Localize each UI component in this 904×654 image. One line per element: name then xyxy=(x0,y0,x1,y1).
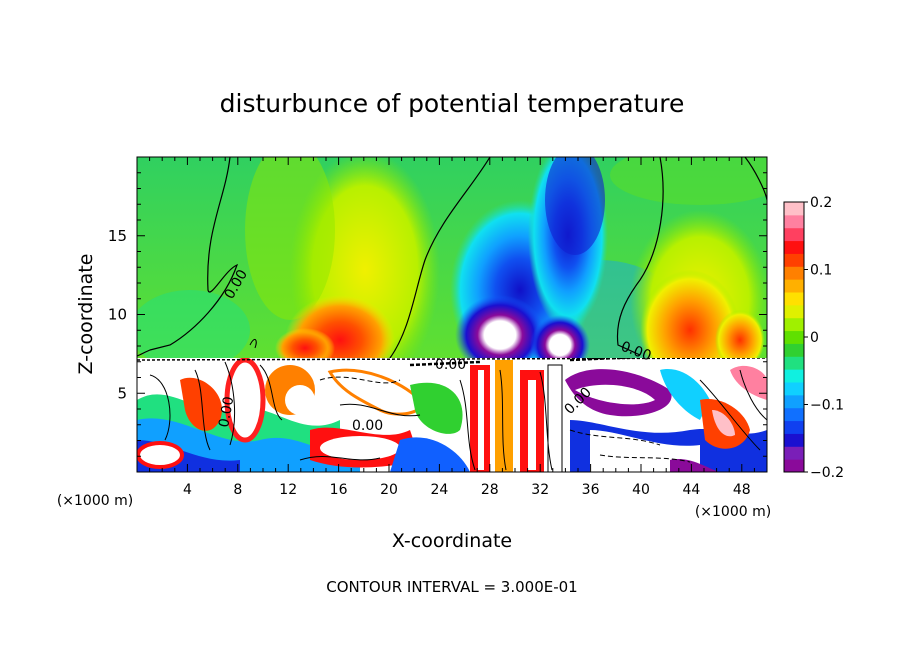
x-tick-label: 12 xyxy=(279,482,297,498)
contour-label: 0.00 xyxy=(352,418,383,434)
y-axis: 5 10 15 xyxy=(108,172,767,457)
x-tick-label: 16 xyxy=(330,482,348,498)
colorbar-swatch xyxy=(784,369,804,383)
x-tick-label: 36 xyxy=(582,482,600,498)
colorbar: 0.2 0.1 0 −0.1 −0.2 xyxy=(783,195,844,481)
colorbar-swatch xyxy=(784,382,804,396)
colorbar-swatch xyxy=(784,266,804,280)
contour-label: 0.00 xyxy=(435,357,466,373)
colorbar-tick-label: 0.1 xyxy=(810,263,832,279)
y-tick-label: 10 xyxy=(108,306,127,324)
x-tick-label: 4 xyxy=(183,482,192,498)
upper-field xyxy=(137,157,767,358)
colorbar-swatch xyxy=(784,407,804,422)
colorbar-swatch xyxy=(784,343,804,357)
colorbar-tick-label: 0 xyxy=(810,330,819,346)
y-axis-label: Z-coordinate xyxy=(75,254,97,375)
contour-interval-footer: CONTOUR INTERVAL = 3.000E-01 xyxy=(326,578,577,596)
contour-label: 0.00 xyxy=(216,395,237,428)
x-tick-label: 20 xyxy=(380,482,398,498)
x-tick-label: 44 xyxy=(682,482,700,498)
x-tick-label: 32 xyxy=(531,482,549,498)
colorbar-swatch xyxy=(784,330,804,344)
plot-area: 0.00 0.00 0.00 0.00 0.00 0.00 xyxy=(136,156,768,473)
lower-field xyxy=(137,358,767,472)
colorbar-swatch xyxy=(784,240,804,254)
colorbar-swatch xyxy=(784,446,804,460)
x-tick-label: 40 xyxy=(632,482,650,498)
x-tick-label: 24 xyxy=(430,482,448,498)
colorbar-swatch xyxy=(784,433,804,447)
colorbar-swatch xyxy=(784,304,804,319)
colorbar-swatch xyxy=(784,292,804,306)
x-unit-label-left: (×1000 m) xyxy=(57,493,133,509)
x-axis: 4 8 12 16 20 24 28 32 36 40 44 48 xyxy=(149,157,755,498)
colorbar-swatch xyxy=(784,227,804,242)
colorbar-swatch xyxy=(784,279,804,293)
colorbar-swatch xyxy=(784,356,804,370)
colorbar-swatch xyxy=(784,420,804,434)
x-unit-label-right: (×1000 m) xyxy=(695,504,771,520)
x-tick-label: 8 xyxy=(233,482,242,498)
colorbar-tick-label: −0.2 xyxy=(810,465,844,481)
x-axis-label: X-coordinate xyxy=(392,530,512,552)
colorbar-swatch xyxy=(784,317,804,332)
x-tick-label: 48 xyxy=(733,482,751,498)
colorbar-swatch xyxy=(784,202,804,216)
colorbar-swatch xyxy=(784,394,804,409)
y-tick-label: 15 xyxy=(108,227,127,245)
colorbar-swatch xyxy=(784,253,804,267)
y-tick-label: 5 xyxy=(117,384,127,402)
colorbar-tick-label: 0.2 xyxy=(810,195,832,211)
colorbar-swatch xyxy=(784,214,804,229)
colorbar-tick-label: −0.1 xyxy=(810,398,844,414)
colorbar-swatch xyxy=(784,459,804,473)
x-tick-label: 28 xyxy=(481,482,499,498)
chart-title: disturbunce of potential temperature xyxy=(220,89,685,118)
